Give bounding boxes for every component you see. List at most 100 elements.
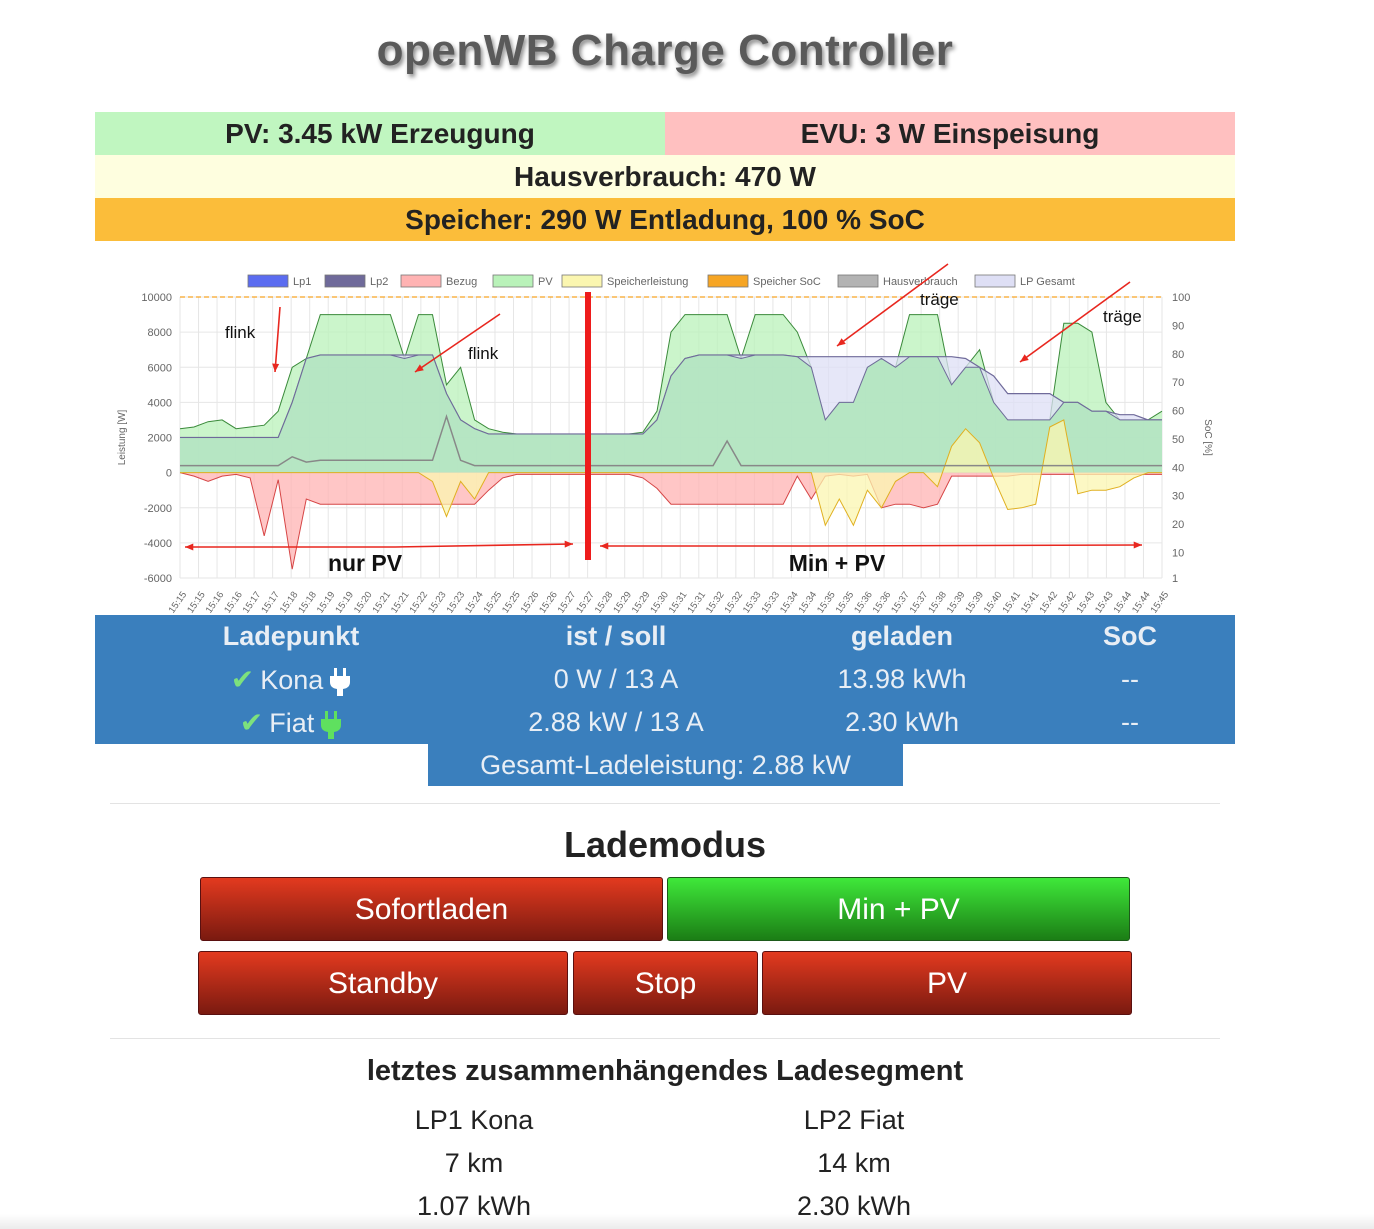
y-tick-label: 4000	[148, 397, 172, 409]
legend-label: Speicher SoC	[753, 276, 821, 288]
legend-label: LP Gesamt	[1020, 276, 1075, 288]
y2-tick-label: 1	[1172, 573, 1178, 585]
ladepunkt-name: Kona	[260, 665, 324, 695]
plug-icon	[330, 667, 351, 696]
pv-button[interactable]: PV	[762, 951, 1132, 1015]
gesamt-ladeleistung: Gesamt-Ladeleistung: 2.88 kW	[428, 744, 903, 786]
ladepunkt-name-cell: ✔ Fiat	[175, 701, 407, 744]
annotation-arrow	[1019, 281, 1131, 363]
range-arrow-left-head	[600, 542, 609, 550]
divider	[110, 803, 1220, 804]
y-tick-label: -4000	[144, 538, 172, 550]
ladepunkt-name-cell: ✔ Kona	[175, 658, 407, 701]
soc-value: --	[1121, 664, 1139, 694]
legend-label: Bezug	[446, 276, 477, 288]
range-arrow-right	[394, 543, 574, 548]
annotation-arrow	[414, 313, 501, 373]
y-tick-label: 2000	[148, 433, 172, 445]
lp2-series-area	[180, 355, 1162, 473]
geladen-value: 2.30 kWh	[844, 707, 960, 737]
y2-tick-label: 10	[1172, 547, 1184, 559]
range-arrow-right-head	[564, 540, 573, 548]
ladepunkt-header-row: Ladepunkt ist / soll geladen SoC	[95, 615, 1235, 658]
ladepunkt-row-fiat[interactable]: ✔ Fiat 2.88 kW / 13 A 2.30 kWh --	[95, 701, 1235, 744]
legend-label: Lp2	[370, 276, 388, 288]
annotation-text: träge	[1103, 307, 1142, 326]
legend-swatch	[324, 274, 366, 288]
header-geladen: geladen	[850, 621, 954, 651]
legend-swatch	[707, 274, 749, 288]
annotation-text: flink	[225, 323, 256, 342]
hausverbrauch-status: Hausverbrauch: 470 W	[95, 155, 1235, 198]
annotation-arrow-head	[1020, 354, 1029, 362]
annotation-text: Min + PV	[789, 550, 886, 576]
ist-soll-value: 2.88 kW / 13 A	[528, 707, 704, 737]
annotation-text: flink	[468, 344, 499, 363]
segment-lp2-km: 14 km	[817, 1148, 891, 1178]
y2-tick-label: 20	[1172, 519, 1184, 531]
y2-tick-label: 50	[1172, 434, 1184, 446]
ladesegment-title: letztes zusammenhängendes Ladesegment	[366, 1055, 964, 1087]
speicherleistung-series-line	[180, 419, 1162, 527]
legend-swatch	[561, 274, 603, 288]
legend-label: Lp1	[293, 276, 311, 288]
y-tick-label: 6000	[148, 362, 172, 374]
stop-button[interactable]: Stop	[573, 951, 758, 1015]
legend-swatch	[400, 274, 442, 288]
legend-swatch	[974, 274, 1016, 288]
geladen-value: 13.98 kWh	[837, 664, 967, 694]
legend-label: Hausverbrauch	[883, 276, 958, 288]
pv-status: PV: 3.45 kW Erzeugung	[95, 112, 665, 155]
legend-swatch	[247, 274, 289, 288]
sofortladen-button[interactable]: Sofortladen	[200, 877, 663, 941]
range-arrow-left-head	[185, 543, 194, 551]
standby-button[interactable]: Standby	[198, 951, 568, 1015]
bottom-fade	[0, 1214, 1374, 1229]
ladepunkt-row-kona[interactable]: ✔ Kona 0 W / 13 A 13.98 kWh --	[95, 658, 1235, 701]
annotation-arrow	[836, 263, 949, 347]
min-pv-button[interactable]: Min + PV	[667, 877, 1130, 941]
legend-label: PV	[538, 276, 553, 288]
speicherleistung-series-area	[180, 419, 1162, 526]
y2-tick-label: 80	[1172, 349, 1184, 361]
legend-swatch	[837, 274, 879, 288]
annotation-arrow	[274, 306, 281, 373]
y2-tick-label: 30	[1172, 491, 1184, 503]
segment-lp1-km: 7 km	[444, 1148, 504, 1178]
x-tick-label: 15:45	[1149, 590, 1172, 614]
bezug-series-area	[180, 472, 1162, 570]
header-ist-soll: ist / soll	[565, 621, 667, 651]
y2-tick-label: 70	[1172, 377, 1184, 389]
check-icon: ✔	[230, 664, 255, 695]
y-axis-label: Leistung [W]	[117, 409, 128, 465]
soc-value: --	[1121, 707, 1139, 737]
range-arrow-right	[804, 544, 1143, 547]
annotation-arrow-head	[837, 338, 846, 346]
annotation-arrow-head	[272, 363, 280, 372]
y-tick-label: -2000	[144, 503, 172, 515]
lademodus-title: Lademodus	[563, 824, 767, 865]
y2-tick-label: 60	[1172, 406, 1184, 418]
header-ladepunkt: Ladepunkt	[222, 621, 360, 651]
y2-tick-label: 90	[1172, 320, 1184, 332]
y2-tick-label: 40	[1172, 462, 1184, 474]
ladepunkt-name: Fiat	[269, 708, 315, 738]
segment-lp1-name: LP1 Kona	[414, 1105, 534, 1135]
y-tick-label: 10000	[141, 292, 172, 304]
legend-label: Speicherleistung	[607, 276, 688, 288]
annotation-text: nur PV	[328, 550, 403, 576]
y-tick-label: 0	[166, 468, 172, 480]
annotation-arrow-head	[415, 364, 424, 372]
y2-axis-label: SoC [%]	[1202, 419, 1213, 456]
legend-swatch	[492, 274, 534, 288]
ist-soll-value: 0 W / 13 A	[553, 664, 679, 694]
lp2-series-line	[180, 354, 1162, 438]
segment-lp2-name: LP2 Fiat	[803, 1105, 905, 1135]
y-tick-label: 8000	[148, 327, 172, 339]
header-soc: SoC	[1103, 621, 1157, 651]
evu-status: EVU: 3 W Einspeisung	[665, 112, 1235, 155]
range-arrow-right-head	[1133, 541, 1142, 549]
hausverbrauch-series-line	[180, 413, 1162, 467]
speicher-status: Speicher: 290 W Entladung, 100 % SoC	[95, 198, 1235, 241]
ladepunkt-table: Ladepunkt ist / soll geladen SoC ✔ Kona 0…	[95, 615, 1235, 744]
